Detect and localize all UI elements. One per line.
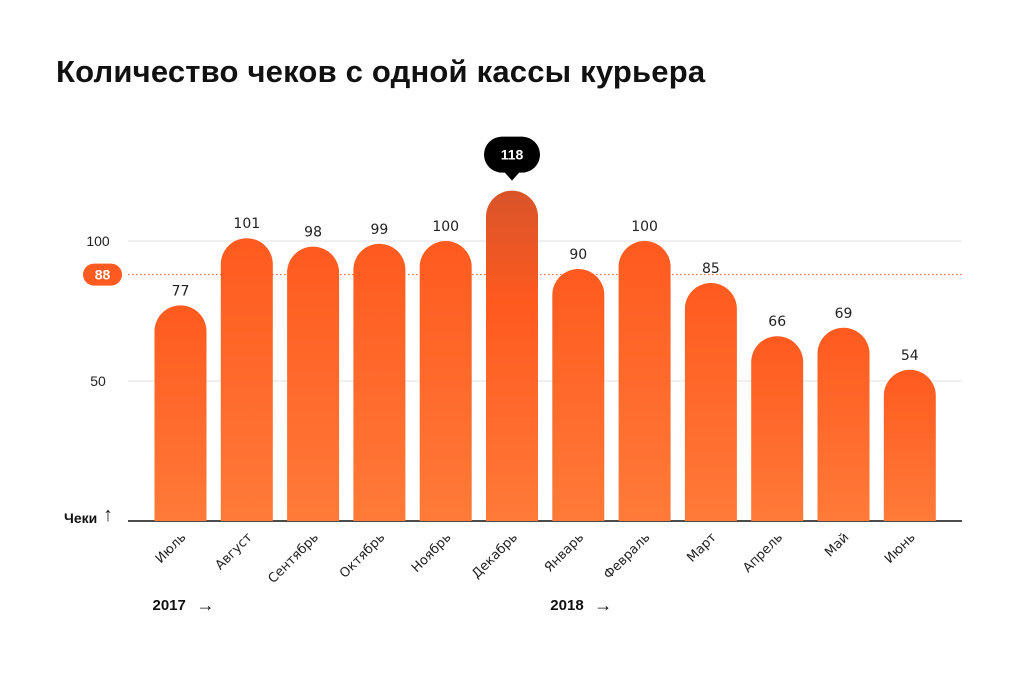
year-arrow-icon: → <box>594 595 612 615</box>
x-tick-label-2: Август <box>213 530 256 573</box>
value-label-5: 100 <box>432 219 459 235</box>
year-label-2017: 2017 <box>153 597 186 614</box>
year-label-2018: 2018 <box>550 597 583 614</box>
chart-title: Количество чеков с одной кассы курьера <box>56 54 706 89</box>
x-tick-label-11: Май <box>822 530 852 560</box>
value-label-7: 90 <box>569 247 587 263</box>
x-tick-label-12: Июнь <box>882 530 919 567</box>
x-tick-label-10: Апрель <box>740 530 786 576</box>
x-tick-label-1: Июль <box>153 530 190 567</box>
value-label-10: 66 <box>768 314 786 330</box>
x-tick-label-9: Март <box>684 530 720 566</box>
bars-layer <box>154 190 936 521</box>
x-tick-label-4: Октябрь <box>337 530 388 581</box>
x-tick-label-5: Ноябрь <box>409 530 455 576</box>
value-label-11: 69 <box>835 306 853 322</box>
bar-8 <box>618 241 671 521</box>
y-tick-label-100: 100 <box>86 233 110 249</box>
reference-badge-label: 88 <box>95 267 111 283</box>
x-tick-label-8: Февраль <box>601 530 653 582</box>
value-label-12: 54 <box>901 348 919 364</box>
x-tick-label-6: Декабрь <box>469 530 521 582</box>
value-label-3: 98 <box>304 225 322 241</box>
value-label-1: 77 <box>172 283 190 299</box>
x-tick-label-7: Январь <box>542 530 587 575</box>
value-label-4: 99 <box>370 222 388 238</box>
bar-9 <box>684 283 737 521</box>
bar-11 <box>817 327 870 521</box>
peak-tooltip <box>484 136 540 173</box>
value-label-8: 100 <box>631 219 658 235</box>
y-tick-label-50: 50 <box>90 373 106 389</box>
bar-5 <box>419 241 472 521</box>
bar-1 <box>154 305 207 521</box>
bar-12 <box>883 369 936 521</box>
bar-3 <box>287 246 340 521</box>
y-axis-arrow-icon: ↑ <box>103 504 113 526</box>
bar-2 <box>220 238 273 521</box>
reference-badge <box>83 263 122 286</box>
bar-4 <box>353 243 406 521</box>
peak-tooltip-label: 118 <box>501 147 524 163</box>
year-arrow-icon: → <box>197 595 215 615</box>
bar-6 <box>486 190 538 521</box>
value-label-9: 85 <box>702 261 720 277</box>
bar-10 <box>751 336 804 521</box>
peak-tooltip-pointer <box>504 171 520 181</box>
value-label-2: 101 <box>233 216 260 232</box>
y-axis-label: Чеки <box>64 510 97 526</box>
bar-7 <box>552 269 605 521</box>
x-tick-label-3: Сентябрь <box>265 530 322 587</box>
